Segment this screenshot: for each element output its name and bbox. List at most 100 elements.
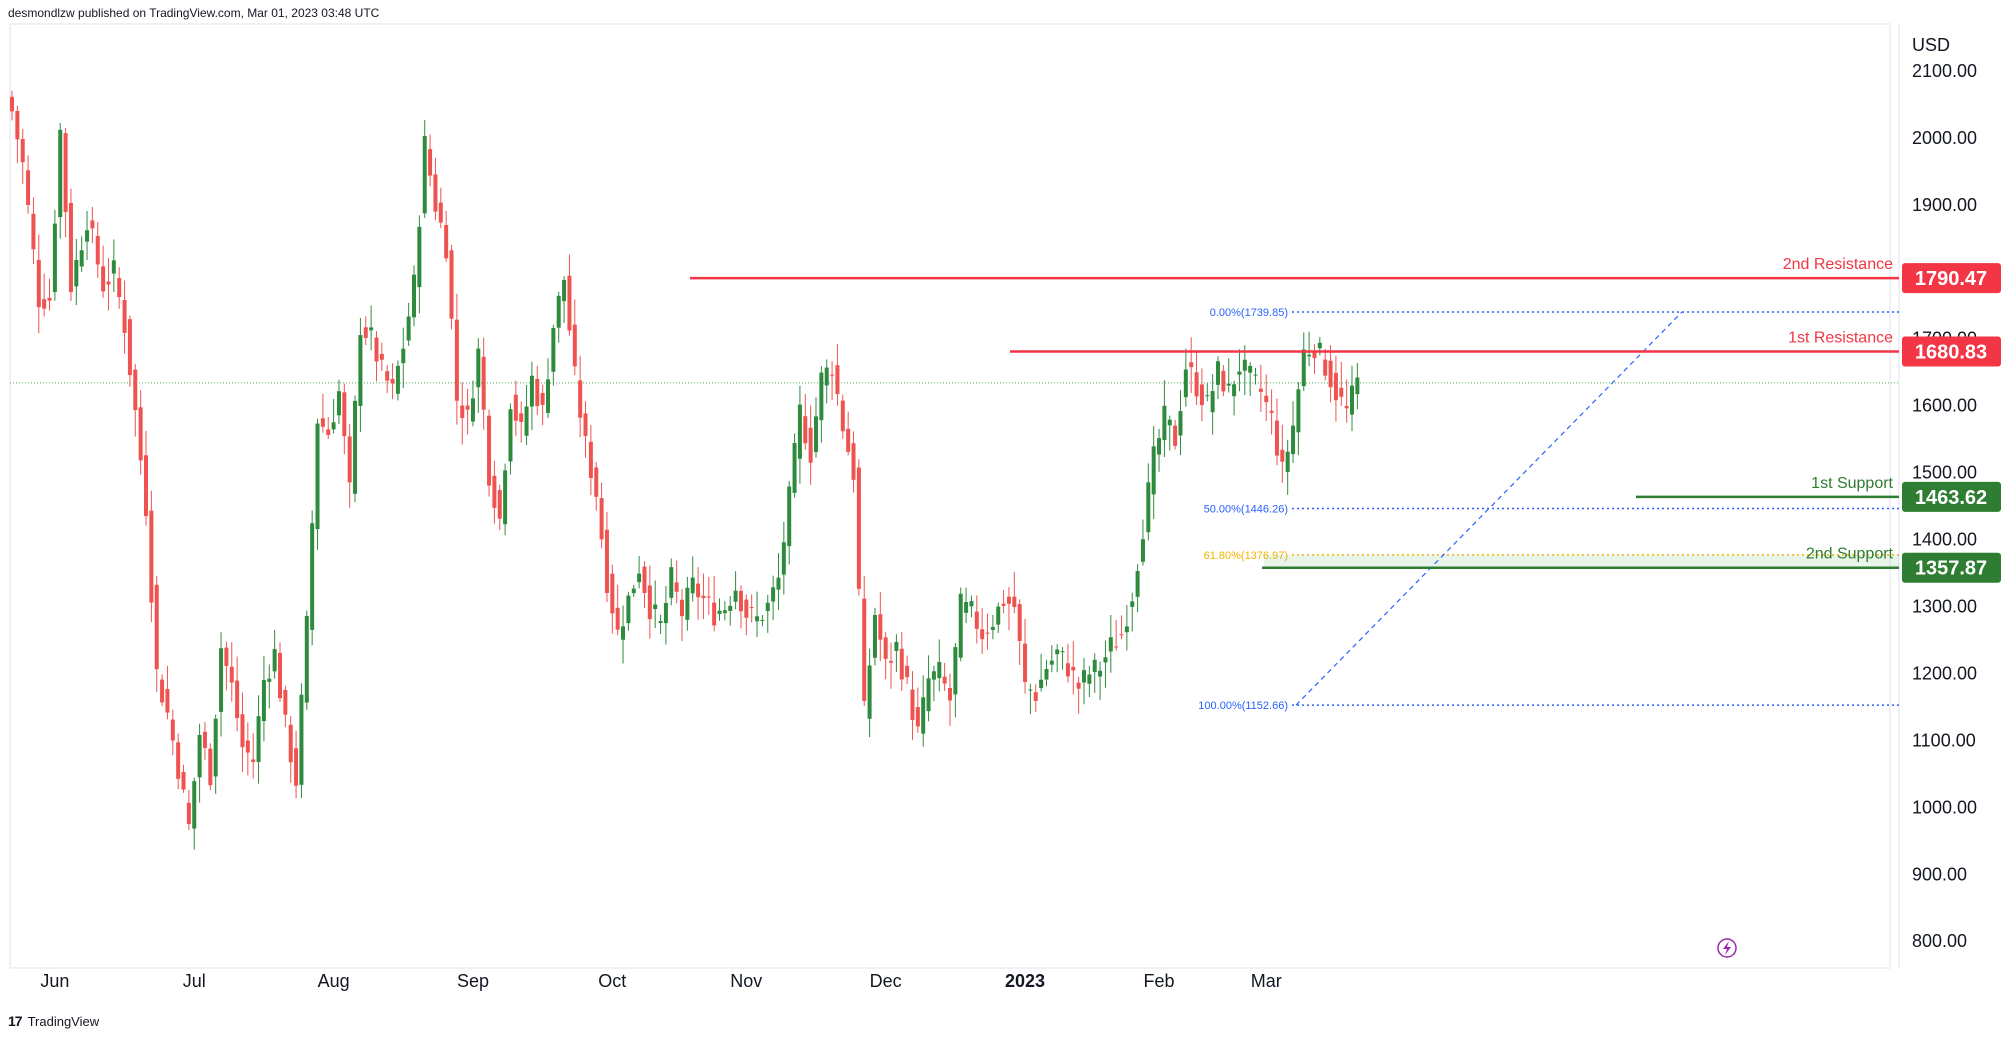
candle <box>846 411 851 456</box>
candle <box>1194 351 1199 405</box>
candle <box>1258 364 1263 412</box>
candle <box>1312 344 1317 374</box>
candle <box>797 385 802 484</box>
candle <box>760 615 765 627</box>
candle <box>594 461 599 511</box>
candle <box>937 639 942 692</box>
candle <box>42 273 47 317</box>
candle <box>68 188 73 301</box>
footer-brand: TradingView <box>27 1013 100 1029</box>
candle <box>197 723 202 803</box>
candle <box>165 665 170 720</box>
candle <box>894 634 899 672</box>
candle <box>1049 645 1054 673</box>
x-tick-label: Oct <box>598 971 626 991</box>
candle <box>1114 620 1119 651</box>
candle <box>379 342 384 371</box>
price-chart[interactable]: USD 2100.002000.001900.001800.001700.001… <box>0 0 2007 1005</box>
candle <box>1098 661 1103 701</box>
candle <box>186 790 191 830</box>
y-axis: 2100.002000.001900.001800.001700.001600.… <box>1912 61 1977 951</box>
fibonacci-retracement[interactable]: 0.00%(1739.85) 50.00%(1446.26) 61.80%(1376… <box>1198 307 1899 712</box>
candle <box>1108 615 1113 673</box>
candle <box>1269 389 1274 435</box>
price-tag <box>1902 263 2001 294</box>
candle <box>706 577 711 615</box>
candle <box>996 602 1001 633</box>
tradingview-logo-icon: 17 <box>8 1013 23 1029</box>
candle <box>953 642 958 718</box>
candle <box>1028 683 1033 715</box>
support-level[interactable]: 1st Support 1463.62 <box>1636 475 2001 512</box>
support-resistance-levels[interactable]: 2nd Resistance 1790.47 1st Resistance 1680.… <box>690 256 2001 583</box>
candle <box>1065 643 1070 683</box>
candle <box>567 254 572 336</box>
candle <box>621 605 626 664</box>
candle <box>1119 615 1124 640</box>
candle <box>1242 345 1247 396</box>
candle <box>95 222 100 279</box>
candle <box>160 674 165 707</box>
candle <box>149 490 154 623</box>
lightning-icon[interactable] <box>1717 938 1737 958</box>
candle <box>154 576 159 692</box>
candle <box>862 575 867 706</box>
y-tick-label: 800.00 <box>1912 931 1967 951</box>
candle <box>31 197 36 265</box>
candle <box>406 302 411 346</box>
candle <box>336 379 341 425</box>
candle <box>1205 383 1210 402</box>
resistance-level[interactable]: 1st Resistance 1680.83 <box>1010 330 2001 367</box>
candle <box>728 596 733 626</box>
y-tick-label: 2100.00 <box>1912 61 1977 81</box>
y-tick-label: 1000.00 <box>1912 797 1977 817</box>
candle <box>755 591 760 638</box>
fib-trendline[interactable] <box>1295 311 1683 706</box>
candle <box>347 424 352 508</box>
fib-label: 0.00%(1739.85) <box>1210 307 1288 319</box>
resistance-level[interactable]: 2nd Resistance 1790.47 <box>690 256 2001 294</box>
candle <box>680 589 684 642</box>
candle <box>503 463 508 536</box>
candle <box>958 587 963 662</box>
candle <box>428 134 433 187</box>
candle <box>771 575 776 621</box>
candle <box>1012 571 1017 614</box>
candle <box>326 416 331 440</box>
candle <box>127 315 132 387</box>
candle <box>256 695 261 784</box>
candle <box>685 576 690 631</box>
candle <box>1076 676 1081 714</box>
candle <box>653 580 658 629</box>
candle <box>1355 363 1360 410</box>
candle <box>492 460 497 524</box>
candle <box>1044 659 1049 687</box>
price-tag-value: 1790.47 <box>1915 268 1987 290</box>
candle <box>765 594 770 633</box>
y-tick-label: 2000.00 <box>1912 128 1977 148</box>
candle <box>170 709 175 756</box>
candle <box>1167 415 1172 451</box>
candle <box>626 591 631 631</box>
candle <box>674 560 679 604</box>
fib-level[interactable]: 100.00%(1152.66) <box>1198 700 1899 712</box>
candle <box>529 361 534 431</box>
candle <box>969 595 974 618</box>
candle <box>267 664 272 709</box>
candle <box>905 655 910 685</box>
candle <box>1071 641 1076 695</box>
candle <box>851 431 856 493</box>
fib-level[interactable]: 0.00%(1739.85) <box>1210 307 1899 319</box>
candle <box>1157 428 1162 472</box>
candle <box>294 730 299 799</box>
candle <box>1189 337 1194 394</box>
fib-level[interactable]: 61.80%(1376.97) <box>1204 550 1899 562</box>
candle <box>808 405 813 485</box>
candle <box>288 716 293 783</box>
support-level[interactable]: 2nd Support 1357.87 <box>1262 546 2001 583</box>
y-tick-label: 1400.00 <box>1912 530 1977 550</box>
fib-level[interactable]: 50.00%(1446.26) <box>1204 504 1899 516</box>
candle <box>497 484 502 531</box>
candle <box>1082 657 1086 705</box>
candle <box>942 662 947 691</box>
